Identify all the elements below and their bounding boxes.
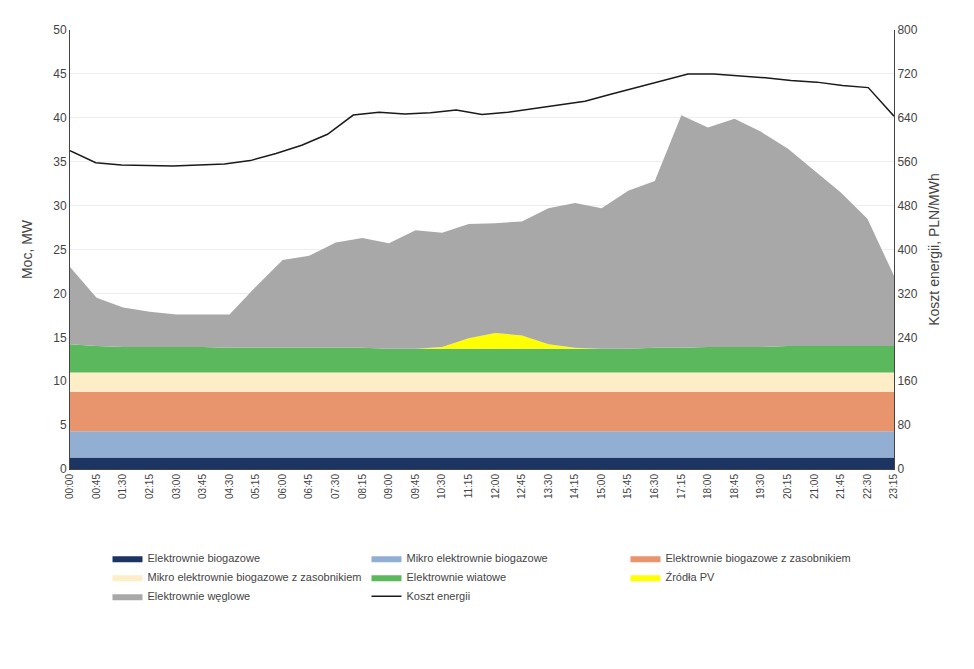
svg-text:00:00: 00:00	[64, 474, 75, 499]
svg-text:5: 5	[60, 418, 67, 432]
svg-text:10: 10	[53, 374, 67, 388]
svg-text:Koszt energii: Koszt energii	[406, 590, 470, 602]
svg-text:06:45: 06:45	[303, 474, 314, 499]
svg-text:21:00: 21:00	[809, 474, 820, 499]
svg-text:0: 0	[60, 462, 67, 476]
svg-text:15: 15	[53, 331, 67, 345]
svg-text:18:45: 18:45	[729, 474, 740, 499]
svg-text:17:15: 17:15	[676, 474, 687, 499]
svg-text:21:45: 21:45	[835, 474, 846, 499]
svg-text:09:00: 09:00	[383, 474, 394, 499]
svg-text:Koszt energii, PLN/MWh: Koszt energii, PLN/MWh	[926, 173, 942, 326]
svg-text:09:45: 09:45	[410, 474, 421, 499]
svg-text:01:30: 01:30	[117, 474, 128, 499]
svg-text:20:15: 20:15	[782, 474, 793, 499]
svg-text:45: 45	[53, 67, 67, 81]
svg-text:14:15: 14:15	[569, 474, 580, 499]
svg-text:Elektrownie węglowe: Elektrownie węglowe	[148, 590, 251, 602]
svg-text:03:45: 03:45	[197, 474, 208, 499]
svg-text:Źródła PV: Źródła PV	[665, 571, 715, 583]
svg-text:03:00: 03:00	[171, 474, 182, 499]
svg-text:04:30: 04:30	[224, 474, 235, 499]
svg-text:05:15: 05:15	[250, 474, 261, 499]
svg-text:35: 35	[53, 155, 67, 169]
svg-text:400: 400	[897, 243, 917, 257]
svg-text:40: 40	[53, 111, 67, 125]
svg-text:23:15: 23:15	[888, 474, 899, 499]
svg-text:50: 50	[53, 23, 67, 37]
svg-text:240: 240	[897, 331, 917, 345]
svg-text:12:00: 12:00	[490, 474, 501, 499]
svg-text:160: 160	[897, 374, 917, 388]
svg-text:22:30: 22:30	[862, 474, 873, 499]
svg-text:15:45: 15:45	[622, 474, 633, 499]
svg-text:640: 640	[897, 111, 917, 125]
svg-text:07:30: 07:30	[330, 474, 341, 499]
svg-text:00:45: 00:45	[91, 474, 102, 499]
svg-text:19:30: 19:30	[755, 474, 766, 499]
svg-text:Mikro elektrownie biogazowe z: Mikro elektrownie biogazowe z zasobnikie…	[148, 571, 362, 583]
svg-text:20: 20	[53, 287, 67, 301]
svg-text:18:00: 18:00	[702, 474, 713, 499]
svg-text:800: 800	[897, 23, 917, 37]
svg-text:480: 480	[897, 199, 917, 213]
svg-text:Elektrownie biogazowe: Elektrownie biogazowe	[148, 552, 261, 564]
svg-text:Elektrownie wiatowe: Elektrownie wiatowe	[406, 571, 506, 583]
svg-text:25: 25	[53, 243, 67, 257]
svg-text:08:15: 08:15	[357, 474, 368, 499]
svg-text:10:30: 10:30	[436, 474, 447, 499]
svg-text:11:15: 11:15	[463, 474, 474, 499]
svg-text:Elektrownie biogazowe z zasobn: Elektrownie biogazowe z zasobnikiem	[665, 552, 850, 564]
svg-text:Moc, MW: Moc, MW	[19, 219, 35, 279]
svg-text:13:30: 13:30	[543, 474, 554, 499]
svg-text:Mikro elektrownie biogazowe: Mikro elektrownie biogazowe	[406, 552, 547, 564]
svg-text:02:15: 02:15	[144, 474, 155, 499]
svg-text:30: 30	[53, 199, 67, 213]
svg-text:720: 720	[897, 67, 917, 81]
svg-text:320: 320	[897, 287, 917, 301]
svg-text:12:45: 12:45	[516, 474, 527, 499]
svg-text:80: 80	[897, 418, 911, 432]
svg-text:0: 0	[897, 462, 904, 476]
svg-text:15:00: 15:00	[596, 474, 607, 499]
svg-text:06:00: 06:00	[277, 474, 288, 499]
svg-text:16:30: 16:30	[649, 474, 660, 499]
svg-text:560: 560	[897, 155, 917, 169]
